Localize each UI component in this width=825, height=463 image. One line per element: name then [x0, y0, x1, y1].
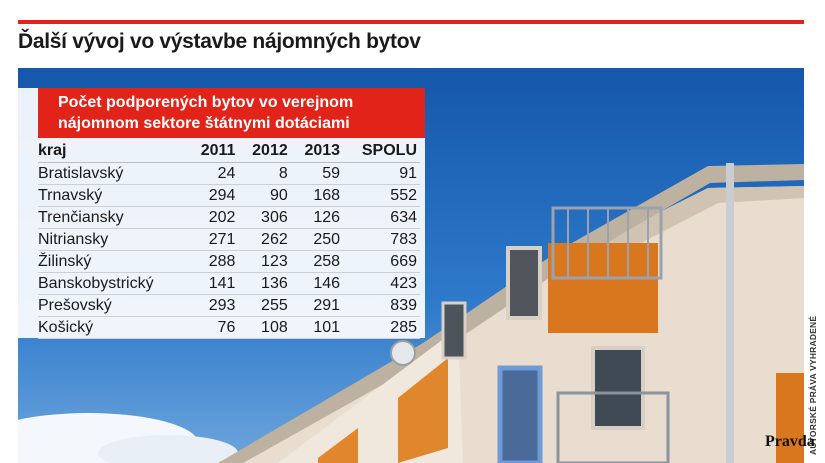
region-cell: Žilinský: [38, 250, 188, 273]
top-red-rule: [18, 20, 804, 24]
value-cell: 552: [343, 184, 420, 207]
table-header-row: kraj 2011 2012 2013 SPOLU: [38, 140, 420, 163]
value-cell: 250: [290, 228, 344, 251]
value-cell: 839: [343, 294, 420, 317]
header-kraj: kraj: [38, 140, 188, 163]
table-title-banner: Počet podporených bytov vo verejnom nájo…: [38, 88, 425, 138]
value-cell: 783: [343, 228, 420, 251]
table-row: Bratislavský 24 8 59 91: [38, 162, 420, 185]
region-cell: Trnavský: [38, 184, 188, 207]
value-cell: 202: [187, 206, 239, 229]
region-cell: Prešovský: [38, 294, 188, 317]
value-cell: 136: [238, 272, 291, 295]
table-title-line-2: nájomnom sektore štátnymi dotáciami: [58, 115, 350, 132]
header-2011: 2011: [187, 140, 239, 163]
data-table-card: Počet podporených bytov vo verejnom nájo…: [18, 88, 425, 339]
table-row: Prešovský 293 255 291 839: [38, 294, 420, 317]
value-cell: 306: [238, 206, 291, 229]
value-cell: 123: [238, 250, 291, 273]
value-cell: 258: [290, 250, 344, 273]
table-row: Košický 76 108 101 285: [38, 316, 420, 339]
value-cell: 423: [343, 272, 420, 295]
value-cell: 294: [187, 184, 239, 207]
region-cell: Košický: [38, 316, 188, 339]
value-cell: 291: [290, 294, 344, 317]
region-cell: Nitriansky: [38, 228, 188, 251]
table-row: Trenčiansky 202 306 126 634: [38, 206, 420, 229]
table-row: Nitriansky 271 262 250 783: [38, 228, 420, 251]
table-row: Banskobystrický 141 136 146 423: [38, 272, 420, 295]
value-cell: 168: [290, 184, 344, 207]
region-cell: Bratislavský: [38, 162, 188, 185]
value-cell: 288: [187, 250, 239, 273]
value-cell: 126: [290, 206, 344, 229]
value-cell: 90: [238, 184, 291, 207]
value-cell: 285: [343, 316, 420, 339]
value-cell: 146: [290, 272, 344, 295]
table-row: Žilinský 288 123 258 669: [38, 250, 420, 273]
value-cell: 91: [343, 162, 420, 185]
value-cell: 255: [238, 294, 291, 317]
pravda-logo: Pravda: [765, 433, 815, 450]
header-spolu: SPOLU: [343, 140, 420, 163]
table-body: Bratislavský 24 8 59 91 Trnavský 294 90 168 552 Tr…: [38, 162, 420, 339]
value-cell: 8: [238, 162, 291, 185]
value-cell: 76: [187, 316, 239, 339]
region-cell: Trenčiansky: [38, 206, 188, 229]
value-cell: 271: [187, 228, 239, 251]
value-cell: 24: [187, 162, 239, 185]
table-row: Trnavský 294 90 168 552: [38, 184, 420, 207]
header-2012: 2012: [238, 140, 291, 163]
value-cell: 101: [290, 316, 344, 339]
value-cell: 262: [238, 228, 291, 251]
headline: Ďalší vývoj vo výstavbe nájomných bytov: [18, 30, 421, 53]
housing-table: kraj 2011 2012 2013 SPOLU Bratislavský 24…: [38, 140, 420, 339]
table-title-line-1: Počet podporených bytov vo verejnom: [58, 94, 354, 111]
header-2013: 2013: [290, 140, 344, 163]
value-cell: 634: [343, 206, 420, 229]
region-cell: Banskobystrický: [38, 272, 188, 295]
value-cell: 59: [290, 162, 344, 185]
value-cell: 293: [187, 294, 239, 317]
value-cell: 108: [238, 316, 291, 339]
value-cell: 669: [343, 250, 420, 273]
value-cell: 141: [187, 272, 239, 295]
